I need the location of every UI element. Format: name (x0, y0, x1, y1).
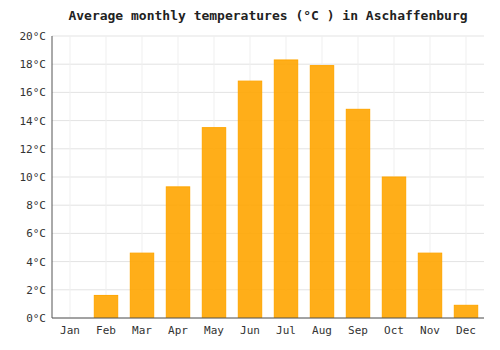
y-tick-label: 16°C (20, 86, 47, 99)
chart: Average monthly temperatures (°C ) in As… (0, 0, 500, 350)
y-axis-line (52, 36, 53, 318)
y-grid-line (52, 148, 484, 149)
bar (130, 253, 153, 318)
x-tick-label: Jan (60, 324, 80, 337)
y-grid-line (52, 92, 484, 93)
y-grid-line (52, 177, 484, 178)
bar (382, 177, 405, 318)
x-axis-line (52, 318, 484, 319)
y-grid-line (52, 64, 484, 65)
bar (454, 305, 477, 318)
x-tick-label: Mar (132, 324, 152, 337)
y-grid-line (52, 36, 484, 37)
x-grid-line (106, 36, 107, 318)
x-tick-label: Dec (456, 324, 476, 337)
y-grid-line (52, 318, 484, 319)
bar (418, 253, 441, 318)
x-tick-label: Jul (276, 324, 296, 337)
bar (94, 295, 117, 318)
x-tick-label: Nov (420, 324, 440, 337)
y-tick-label: 18°C (20, 58, 47, 71)
bar (166, 187, 189, 318)
y-tick-label: 20°C (20, 30, 47, 43)
y-grid-line (52, 120, 484, 121)
x-tick-label: Oct (384, 324, 404, 337)
grid (52, 36, 484, 318)
bar (238, 81, 261, 318)
x-tick-label: Feb (96, 324, 116, 337)
y-grid-line (52, 205, 484, 206)
y-tick-label: 6°C (26, 227, 46, 240)
x-tick-label: May (204, 324, 224, 337)
x-grid-line (70, 36, 71, 318)
bar (274, 60, 297, 318)
bar (346, 109, 369, 318)
y-tick-label: 0°C (26, 312, 46, 325)
axes: 0°C 2°C 4°C 6°C 8°C 10°C 12°C 14°C 16°C 18°C 20°C J… (20, 30, 485, 337)
y-tick-label: 2°C (26, 284, 46, 297)
x-tick-label: Jun (240, 324, 260, 337)
y-tick-label: 4°C (26, 256, 46, 269)
x-tick-label: Sep (348, 324, 368, 337)
title: Average monthly temperatures (°C ) in As… (68, 8, 467, 23)
y-grid-line (52, 233, 484, 234)
y-tick-label: 10°C (20, 171, 47, 184)
x-grid-line (466, 36, 467, 318)
x-tick-label: Aug (312, 324, 332, 337)
x-tick-label: Apr (168, 324, 188, 337)
bars (94, 60, 477, 318)
y-tick-label: 8°C (26, 199, 46, 212)
y-tick-label: 12°C (20, 143, 47, 156)
bar (202, 128, 225, 318)
bar (310, 66, 333, 318)
y-tick-label: 14°C (20, 115, 47, 128)
